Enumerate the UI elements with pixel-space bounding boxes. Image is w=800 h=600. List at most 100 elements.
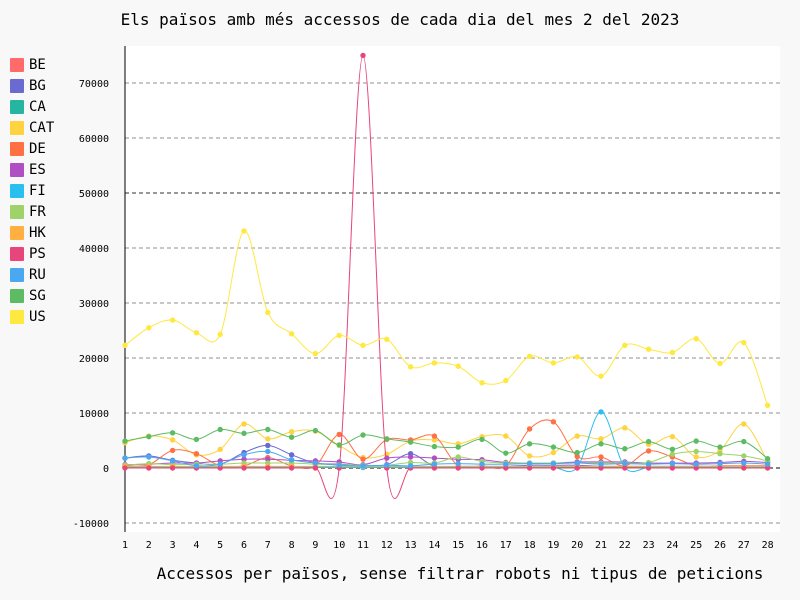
- data-point-sg: [384, 436, 390, 442]
- legend-swatch: [10, 204, 24, 219]
- data-point-es: [241, 456, 247, 462]
- legend-label: CAT: [29, 119, 55, 136]
- data-point-bg: [288, 452, 295, 458]
- legend-label: HK: [29, 224, 46, 241]
- data-point-cat: [288, 429, 295, 435]
- data-point-de: [360, 456, 366, 462]
- data-point-ru: [645, 461, 652, 467]
- y-tick-label: 50000: [79, 189, 109, 200]
- data-point-us: [312, 350, 319, 357]
- legend-item-cat[interactable]: CAT: [10, 117, 54, 138]
- data-point-us: [360, 342, 366, 349]
- legend-item-be[interactable]: BE: [10, 54, 54, 75]
- data-point-ru: [479, 461, 485, 467]
- data-point-us: [265, 309, 271, 316]
- data-point-ps: [122, 465, 128, 471]
- data-point-us: [717, 360, 723, 367]
- data-point-ru: [764, 461, 771, 467]
- data-point-de: [336, 431, 342, 438]
- data-point-us: [217, 331, 223, 338]
- legend-item-de[interactable]: DE: [10, 138, 54, 159]
- data-point-de: [169, 447, 176, 454]
- data-point-ru: [146, 454, 152, 460]
- legend-swatch: [10, 225, 24, 240]
- data-point-us: [503, 377, 509, 384]
- data-point-fr: [717, 451, 723, 457]
- data-point-ps: [693, 465, 699, 471]
- data-point-sg: [288, 434, 295, 440]
- data-point-ps: [217, 465, 223, 471]
- x-tick-label: 8: [289, 540, 295, 551]
- legend-swatch: [10, 99, 24, 114]
- data-point-sg: [169, 430, 176, 436]
- x-tick-label: 5: [217, 540, 223, 551]
- data-point-ps: [503, 465, 509, 471]
- data-point-ru: [503, 461, 509, 467]
- data-point-us: [455, 363, 461, 369]
- x-tick-label: 13: [405, 540, 417, 551]
- data-point-ps: [265, 465, 271, 471]
- data-point-cat: [241, 421, 247, 427]
- x-tick-label: 19: [547, 540, 559, 551]
- data-point-cat: [693, 454, 699, 460]
- data-point-ps: [598, 465, 604, 471]
- legend-item-hk[interactable]: HK: [10, 222, 54, 243]
- data-point-sg: [598, 441, 604, 447]
- y-tick-label: 60000: [79, 134, 109, 145]
- data-point-sg: [193, 436, 200, 443]
- x-tick-label: 17: [500, 540, 512, 551]
- legend-swatch: [10, 309, 24, 324]
- legend-item-sg[interactable]: SG: [10, 285, 54, 306]
- y-tick-label: 30000: [79, 299, 109, 310]
- data-point-sg: [241, 430, 247, 437]
- data-point-ps: [717, 465, 723, 471]
- data-point-us: [288, 331, 295, 337]
- x-tick-label: 7: [265, 540, 271, 551]
- data-point-de: [193, 451, 200, 457]
- data-point-de: [526, 426, 533, 432]
- data-point-cat: [217, 446, 223, 452]
- y-tick-label: 40000: [79, 244, 109, 255]
- data-point-ru: [122, 455, 128, 461]
- data-point-fr: [693, 448, 699, 455]
- legend-item-ca[interactable]: CA: [10, 96, 54, 117]
- data-point-cat: [265, 436, 271, 442]
- data-point-cat: [622, 425, 628, 431]
- legend-item-fi[interactable]: FI: [10, 180, 54, 201]
- data-point-ru: [312, 460, 319, 466]
- data-point-ps: [622, 465, 628, 471]
- data-point-ps: [288, 465, 295, 471]
- data-point-ps: [741, 465, 747, 471]
- data-point-fr: [455, 454, 461, 460]
- y-tick-label: 70000: [79, 79, 109, 90]
- data-point-sg: [336, 442, 342, 448]
- data-point-es: [265, 456, 271, 462]
- legend-item-es[interactable]: ES: [10, 159, 54, 180]
- data-point-cat: [550, 449, 557, 456]
- series-line-fi: [124, 411, 768, 473]
- data-point-ps: [455, 465, 461, 471]
- data-point-ps: [169, 465, 176, 471]
- legend-item-fr[interactable]: FR: [10, 201, 54, 222]
- data-point-ps: [431, 465, 438, 471]
- x-tick-label: 1: [122, 540, 128, 551]
- x-tick-label: 23: [643, 540, 655, 551]
- data-point-ps: [669, 465, 676, 471]
- data-point-us: [169, 317, 176, 323]
- legend-item-ru[interactable]: RU: [10, 264, 54, 285]
- data-point-ps: [526, 465, 533, 471]
- data-point-sg: [217, 426, 223, 433]
- x-tick-label: 25: [690, 540, 702, 551]
- legend-label: BG: [29, 77, 46, 94]
- x-tick-label: 22: [619, 540, 631, 551]
- legend-item-us[interactable]: US: [10, 306, 54, 327]
- legend-item-ps[interactable]: PS: [10, 243, 54, 264]
- x-tick-label: 10: [333, 540, 345, 551]
- data-point-ru: [241, 452, 247, 458]
- data-point-sg: [550, 444, 557, 450]
- legend-item-bg[interactable]: BG: [10, 75, 54, 96]
- data-point-us: [407, 364, 414, 370]
- x-tick-label: 12: [381, 540, 393, 551]
- data-point-sg: [622, 446, 628, 452]
